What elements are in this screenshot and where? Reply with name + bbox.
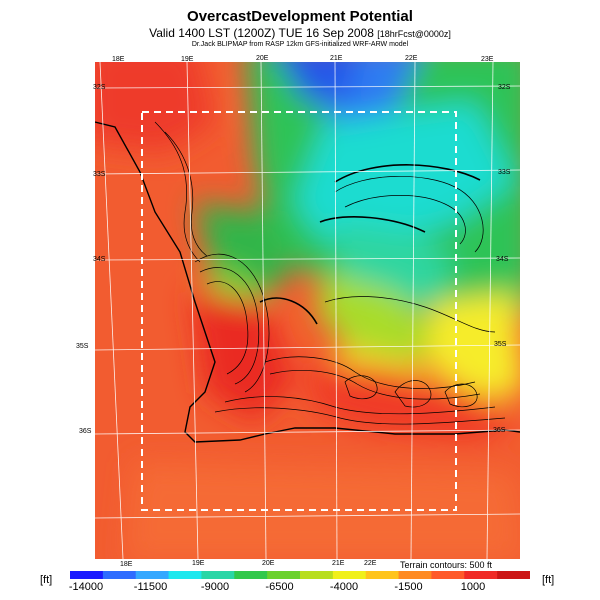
lat-label-left: 33S xyxy=(93,171,106,178)
colorbar-unit-right: [ft] xyxy=(542,574,555,586)
terrain-contours-bold xyxy=(259,164,481,325)
overcast-field xyxy=(95,62,520,559)
lat-lon-grid xyxy=(95,62,520,559)
valid-time: Valid 1400 LST (1200Z) TUE 16 Sep 2008 [… xyxy=(0,26,600,40)
colorbar-tick-label: -14000 xyxy=(68,581,104,593)
lon-label-top: 21E xyxy=(330,55,343,62)
colorbar-swatch xyxy=(267,571,301,579)
page-title: OvercastDevelopment Potential xyxy=(187,8,413,25)
lat-label-right: 32S xyxy=(498,84,511,91)
colorbar xyxy=(70,571,530,579)
lat-label-left: 36S xyxy=(79,428,92,435)
colorbar-swatch xyxy=(332,571,367,579)
lat-label-left: 32S xyxy=(93,84,106,91)
lat-label-right: 33S xyxy=(498,169,511,176)
colorbar-swatch xyxy=(365,571,400,579)
colorbar-swatch xyxy=(398,571,432,579)
lon-label-top: 23E xyxy=(481,56,494,63)
colorbar-tick-label: 1000 xyxy=(460,581,486,593)
lon-label-bottom: 18E xyxy=(120,561,133,568)
colorbar-swatch xyxy=(135,571,170,579)
lon-label-top: 18E xyxy=(112,56,125,63)
colorbar-tick-label: -6500 xyxy=(265,581,294,593)
colorbar-swatch xyxy=(201,571,235,579)
map-plot xyxy=(95,62,520,559)
terrain-note: Terrain contours: 500 ft xyxy=(400,560,493,570)
lat-label-left: 35S xyxy=(76,343,89,350)
lat-label-right: 34S xyxy=(496,256,509,263)
lon-label-bottom: 21E xyxy=(332,560,345,567)
lon-label-bottom: 20E xyxy=(262,560,275,567)
colorbar-swatch xyxy=(70,571,104,579)
lon-label-top: 19E xyxy=(181,56,194,63)
colorbar-swatch xyxy=(464,571,498,579)
colorbar-swatch xyxy=(102,571,137,579)
colorbar-tick-label: -11500 xyxy=(133,581,168,593)
colorbar-tick-label: -1500 xyxy=(394,581,423,593)
colorbar-swatch xyxy=(168,571,202,579)
lat-label-right: 36S xyxy=(493,427,506,434)
colorbar-swatch xyxy=(234,571,268,579)
coastline xyxy=(95,121,520,443)
forecast-run: [18hrFcst@0000z] xyxy=(377,29,451,39)
terrain-contours xyxy=(154,121,506,425)
colorbar-swatch xyxy=(300,571,334,579)
valid-time-main: Valid 1400 LST (1200Z) TUE 16 Sep 2008 xyxy=(149,26,374,40)
colorbar-unit-left: [ft] xyxy=(40,574,53,586)
analysis-box xyxy=(141,111,457,511)
lon-label-top: 22E xyxy=(405,55,418,62)
lon-label-bottom: 22E xyxy=(364,560,377,567)
lon-label-bottom: 19E xyxy=(192,560,205,567)
lon-label-top: 20E xyxy=(256,55,269,62)
colorbar-swatch xyxy=(431,571,465,579)
colorbar-swatch xyxy=(497,571,530,579)
model-credit: Dr.Jack BLIPMAP from RASP 12km GFS-initi… xyxy=(191,41,409,48)
lat-label-right: 35S xyxy=(494,341,507,348)
lat-label-left: 34S xyxy=(93,256,106,263)
colorbar-tick-label: -4000 xyxy=(329,581,359,593)
colorbar-tick-label: -9000 xyxy=(200,581,230,593)
